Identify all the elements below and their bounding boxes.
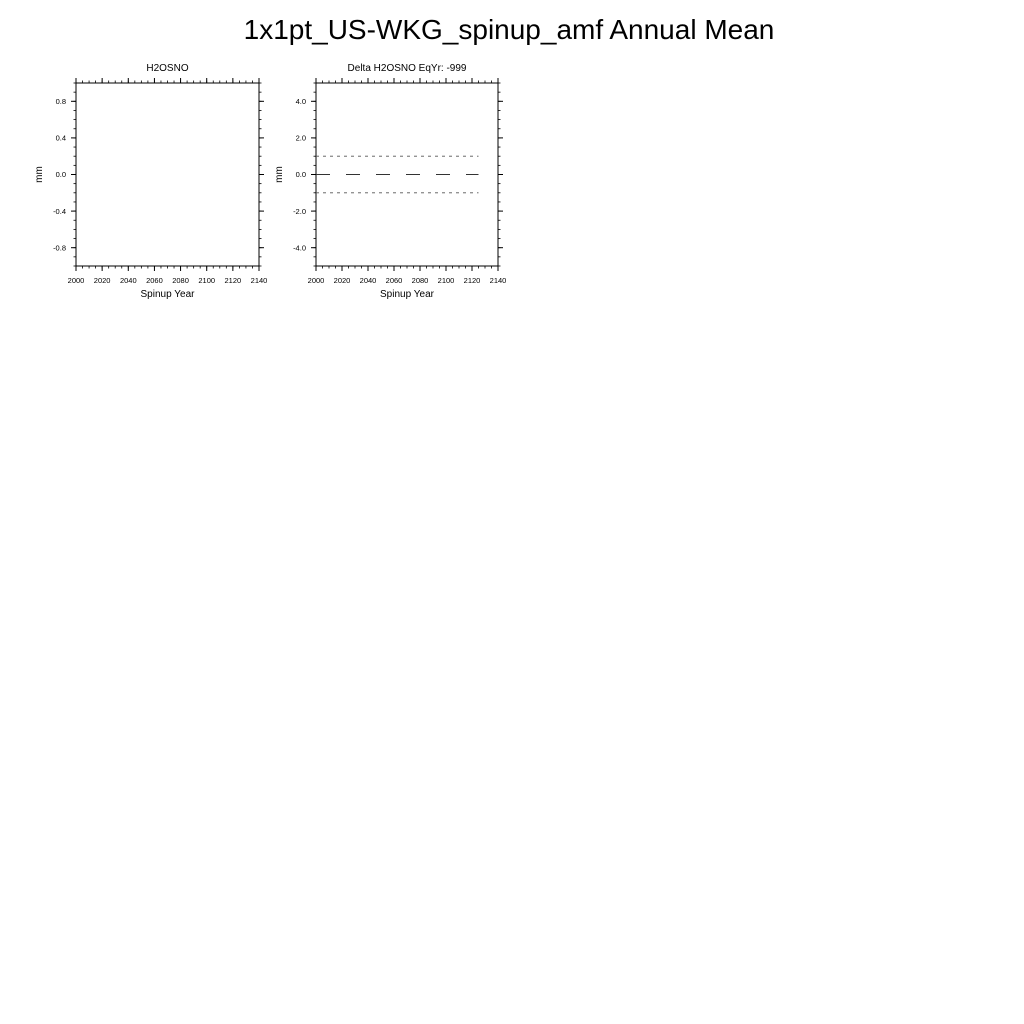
panel-title: H2OSNO (146, 63, 188, 74)
panel-title: Delta H2OSNO EqYr: -999 (348, 63, 467, 74)
x-tick-label: 2140 (490, 276, 507, 285)
x-tick-label: 2140 (251, 276, 268, 285)
x-tick-label: 2100 (198, 276, 215, 285)
x-tick-label: 2020 (94, 276, 111, 285)
y-tick-label: -4.0 (293, 243, 306, 252)
x-tick-label: 2080 (172, 276, 189, 285)
x-tick-label: 2020 (334, 276, 351, 285)
delta-h2osno-panel: Delta H2OSNO EqYr: -999 2000 2020 2040 2060 2… (274, 63, 506, 300)
y-tick-label: 0.0 (56, 170, 66, 179)
y-tick-label: 0.8 (56, 97, 66, 106)
y-tick-label: 0.0 (296, 170, 306, 179)
plot-frame (75, 82, 260, 267)
y-tick-label: 0.4 (56, 134, 66, 143)
x-tick-label: 2040 (120, 276, 137, 285)
x-tick-label: 2000 (308, 276, 325, 285)
y-axis-label: mm (274, 166, 285, 183)
x-tick-label: 2120 (464, 276, 481, 285)
x-tick-label: 2000 (68, 276, 85, 285)
y-tick-label: -0.8 (53, 243, 66, 252)
y-tick-label: 2.0 (296, 134, 306, 143)
h2osno-panel: H2OSNO 2000 2020 2040 2060 2080 2100 2120 2140 0.… (34, 63, 267, 300)
x-axis-label: Spinup Year (141, 289, 196, 300)
x-tick-label: 2100 (438, 276, 455, 285)
x-tick-label: 2060 (146, 276, 163, 285)
x-tick-label: 2060 (386, 276, 403, 285)
figure-title: 1x1pt_US-WKG_spinup_amf Annual Mean (244, 14, 775, 45)
x-axis-label: Spinup Year (380, 289, 435, 300)
y-tick-label: 4.0 (296, 97, 306, 106)
x-tick-label: 2040 (360, 276, 377, 285)
x-tick-label: 2080 (412, 276, 429, 285)
y-axis-label: mm (34, 166, 45, 183)
x-tick-label: 2120 (225, 276, 242, 285)
y-tick-label: -2.0 (293, 207, 306, 216)
y-tick-label: -0.4 (53, 207, 66, 216)
